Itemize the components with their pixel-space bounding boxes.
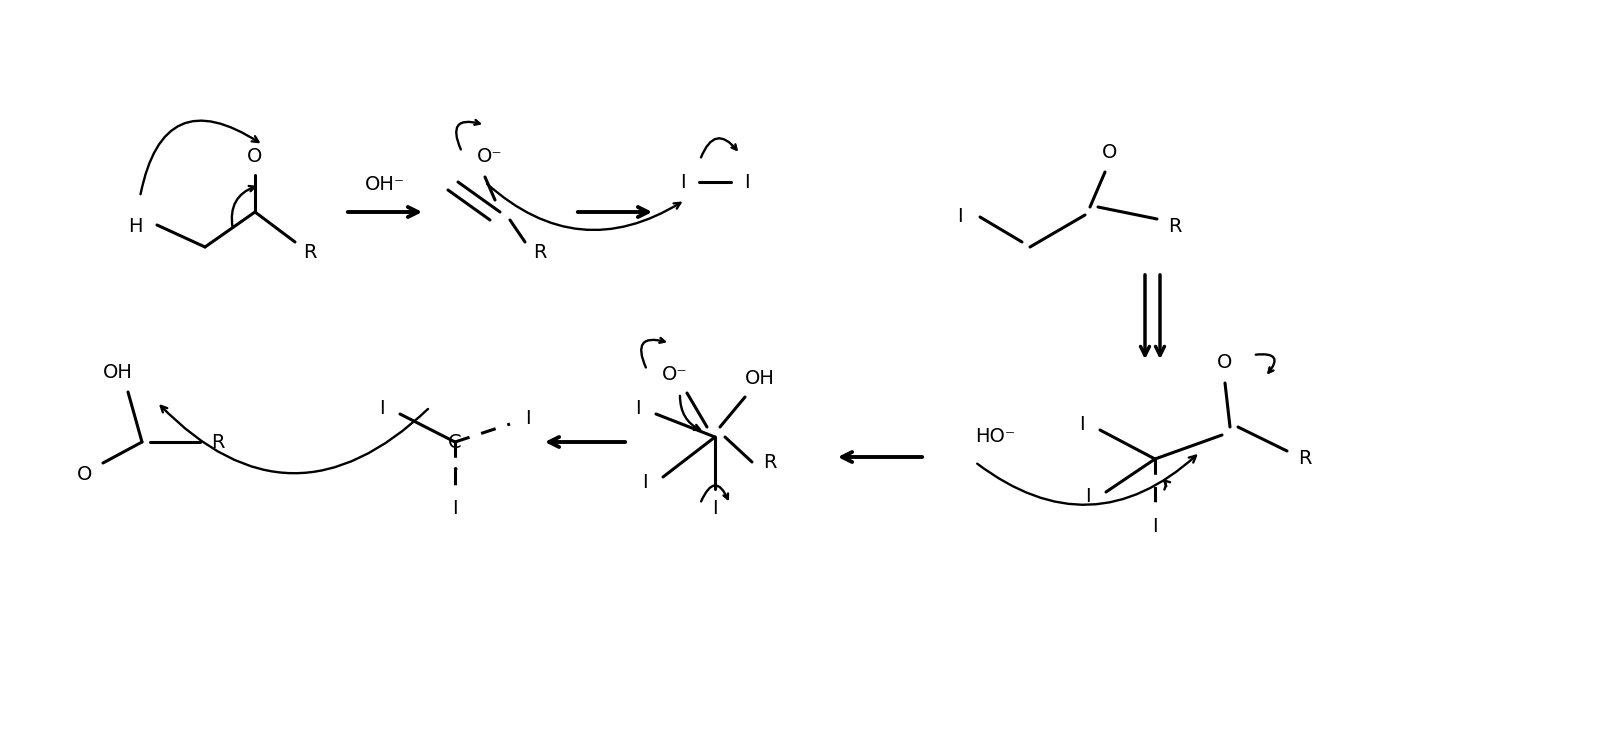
Text: •: • (451, 463, 459, 477)
Text: I: I (379, 400, 386, 418)
Text: O: O (1102, 143, 1118, 161)
Text: HO⁻: HO⁻ (974, 427, 1014, 447)
Text: H: H (128, 217, 142, 237)
Text: R: R (763, 453, 776, 471)
Text: I: I (680, 173, 686, 191)
Text: O⁻: O⁻ (477, 147, 502, 167)
Text: OH⁻: OH⁻ (365, 176, 405, 194)
Text: O: O (77, 465, 93, 485)
Text: R: R (211, 433, 224, 451)
Text: R: R (1298, 450, 1312, 468)
Text: OH: OH (102, 362, 133, 382)
Text: I: I (712, 500, 718, 518)
Text: R: R (304, 243, 317, 261)
Text: OH: OH (746, 370, 774, 388)
Text: I: I (635, 400, 642, 418)
Text: I: I (453, 500, 458, 518)
Text: I: I (744, 173, 750, 191)
Text: C: C (448, 433, 462, 451)
Text: O: O (1218, 353, 1232, 373)
Text: O: O (248, 147, 262, 167)
Text: O⁻: O⁻ (662, 365, 688, 385)
Text: I: I (525, 409, 531, 429)
Text: I: I (1085, 488, 1091, 506)
Text: I: I (642, 473, 648, 492)
Text: R: R (1168, 217, 1182, 237)
Text: I: I (1152, 518, 1158, 536)
Text: I: I (1078, 415, 1085, 435)
Text: R: R (533, 243, 547, 261)
Text: I: I (957, 208, 963, 226)
